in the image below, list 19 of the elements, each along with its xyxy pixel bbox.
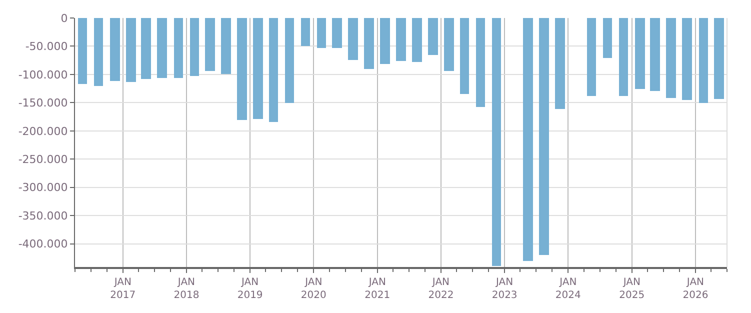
x-tick-label: JAN 2020	[300, 277, 326, 301]
x-tick-label: JAN 2026	[682, 277, 708, 301]
y-tick-label: 0	[60, 12, 68, 25]
y-tick-label: -350.000	[18, 209, 68, 222]
y-tick-label: -400.000	[18, 238, 68, 251]
y-tick-label: -250.000	[18, 153, 68, 166]
x-tick-label: JAN 2019	[237, 277, 263, 301]
y-tick-label: -150.000	[18, 96, 68, 110]
y-tick-label: -300.000	[18, 181, 68, 194]
y-tick-label: -50.000	[25, 40, 68, 54]
x-tick-label: JAN 2023	[492, 277, 518, 301]
x-tick-label: JAN 2024	[555, 277, 581, 301]
x-tick-label: JAN 2021	[364, 277, 390, 301]
y-tick-label: -100.000	[18, 68, 68, 82]
x-tick-label: JAN 2017	[110, 277, 136, 301]
x-tick-label: JAN 2025	[619, 277, 645, 301]
x-tick-label: JAN 2022	[428, 277, 454, 301]
x-tick-label: JAN 2018	[174, 277, 200, 301]
y-tick-label: -200.000	[18, 124, 68, 138]
